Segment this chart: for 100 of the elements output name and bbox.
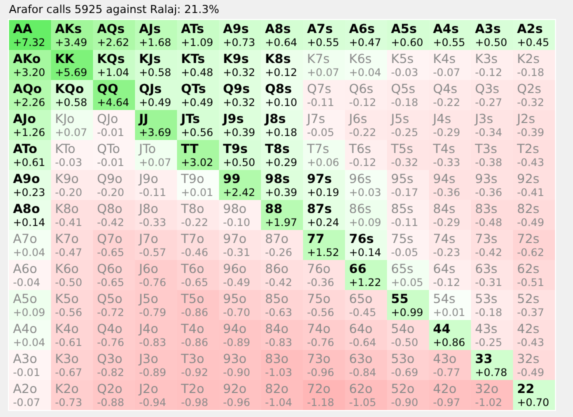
annotation: 33: [475, 351, 492, 366]
annotation: 72o: [307, 381, 331, 396]
annotation: J3o: [138, 351, 158, 366]
annotation: QTo: [97, 141, 120, 156]
annotation: T5o: [180, 291, 204, 306]
data-label: -0.23: [433, 247, 460, 259]
annotation: A2s: [517, 21, 543, 36]
data-label: +0.01: [181, 187, 214, 199]
annotation: T3o: [180, 351, 204, 366]
data-label: -0.56: [55, 307, 82, 319]
annotation: 83o: [265, 351, 289, 366]
annotation: 76s: [349, 231, 374, 246]
data-label: -0.49: [517, 367, 544, 379]
data-label: +0.64: [265, 37, 298, 49]
data-label: +0.06: [307, 157, 340, 169]
annotation: 96o: [223, 261, 247, 276]
data-label: -1.18: [307, 397, 334, 409]
data-label: -0.07: [433, 67, 460, 79]
data-label: -0.98: [181, 397, 208, 409]
annotation: Q4o: [97, 321, 122, 336]
data-label: -0.17: [391, 187, 418, 199]
data-label: -0.88: [97, 397, 124, 409]
annotation: T6o: [180, 261, 204, 276]
annotation: 75o: [307, 291, 331, 306]
annotation: K3s: [475, 51, 498, 66]
annotation: 22: [517, 381, 534, 396]
annotation: K4s: [433, 51, 456, 66]
data-label: -0.33: [139, 217, 166, 229]
annotation: 99: [223, 171, 240, 186]
annotation: T2o: [180, 381, 204, 396]
annotation: K9o: [55, 171, 79, 186]
data-label: +0.32: [223, 97, 256, 109]
annotation: KQo: [55, 81, 84, 96]
annotation: K6o: [55, 261, 79, 276]
data-label: -0.18: [391, 97, 418, 109]
data-label: -0.96: [307, 367, 334, 379]
annotation: JTo: [138, 141, 156, 156]
annotation: J7o: [138, 231, 158, 246]
annotation: 65o: [349, 291, 373, 306]
data-label: +0.14: [13, 217, 46, 229]
data-label: +0.12: [265, 67, 298, 79]
annotation: T9o: [180, 171, 204, 186]
annotation: 75s: [391, 231, 414, 246]
annotation: 97s: [307, 171, 332, 186]
annotation: 86o: [265, 261, 289, 276]
data-label: +3.69: [139, 127, 172, 139]
annotation: J3s: [474, 111, 494, 126]
data-label: -1.02: [475, 397, 502, 409]
data-label: -0.48: [475, 217, 502, 229]
annotation: K3o: [55, 351, 79, 366]
annotation: J5s: [390, 111, 410, 126]
data-label: -0.86: [181, 307, 208, 319]
data-label: +1.97: [265, 217, 298, 229]
annotation: 52s: [517, 291, 540, 306]
annotation: 77: [307, 231, 324, 246]
annotation: KK: [55, 51, 76, 66]
data-label: +0.60: [391, 37, 424, 49]
data-label: -0.07: [13, 397, 40, 409]
data-label: +0.58: [139, 67, 172, 79]
data-label: -0.12: [349, 97, 376, 109]
data-label: +1.26: [13, 127, 46, 139]
data-label: -0.22: [433, 97, 460, 109]
annotation: A4o: [13, 321, 38, 336]
data-label: +0.56: [181, 127, 214, 139]
annotation: Q8o: [97, 201, 122, 216]
data-label: -0.94: [139, 397, 166, 409]
annotation: T6s: [348, 141, 372, 156]
data-label: +0.10: [265, 97, 298, 109]
data-label: -0.82: [97, 367, 124, 379]
data-label: -0.70: [223, 307, 250, 319]
annotation: 98o: [223, 201, 247, 216]
annotation: J9s: [222, 111, 244, 126]
data-label: -0.90: [391, 397, 418, 409]
annotation: K7s: [307, 51, 330, 66]
annotation: 85o: [265, 291, 289, 306]
data-label: -0.50: [55, 277, 82, 289]
data-label: -0.76: [97, 337, 124, 349]
data-label: -0.65: [97, 247, 124, 259]
annotation: J8s: [264, 111, 286, 126]
annotation: 53o: [391, 351, 415, 366]
data-label: -0.29: [433, 127, 460, 139]
annotation: Q9s: [223, 81, 250, 96]
data-label: -0.25: [391, 127, 418, 139]
annotation: 76o: [307, 261, 331, 276]
annotation: Q6o: [97, 261, 122, 276]
annotation: A3s: [475, 21, 501, 36]
annotation: T5s: [390, 141, 414, 156]
annotation: J4o: [138, 321, 158, 336]
annotation: T3s: [474, 141, 498, 156]
data-label: -0.12: [475, 67, 502, 79]
data-label: +0.18: [265, 127, 298, 139]
annotation: 74o: [307, 321, 331, 336]
annotation: 94s: [433, 171, 456, 186]
annotation: TT: [181, 141, 199, 156]
annotation: Q3s: [475, 81, 500, 96]
annotation: 84s: [433, 201, 456, 216]
data-label: -0.05: [391, 247, 418, 259]
annotation: 44: [433, 321, 451, 336]
data-label: -0.49: [517, 217, 544, 229]
annotation: 95o: [223, 291, 247, 306]
